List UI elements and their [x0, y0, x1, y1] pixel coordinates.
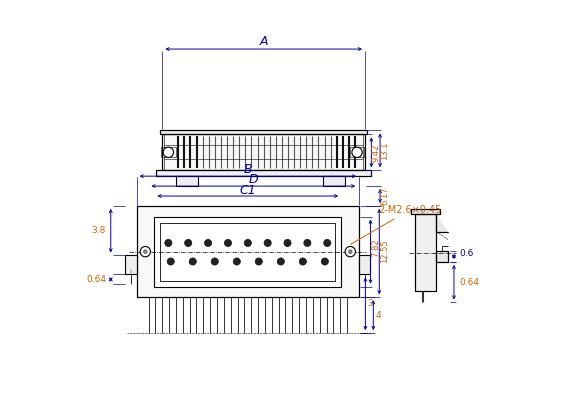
Text: 4: 4: [375, 311, 381, 320]
Circle shape: [165, 239, 172, 246]
Text: 3.8: 3.8: [92, 226, 106, 235]
Circle shape: [284, 239, 291, 246]
Bar: [156, 170, 371, 176]
Circle shape: [244, 239, 251, 246]
Bar: [160, 130, 367, 134]
Circle shape: [140, 246, 150, 257]
Bar: [176, 176, 198, 186]
Bar: [350, 147, 364, 157]
Circle shape: [143, 250, 147, 254]
Bar: [136, 206, 359, 297]
Circle shape: [352, 147, 362, 158]
Text: 7.82: 7.82: [371, 238, 380, 257]
Bar: [156, 170, 371, 176]
Circle shape: [189, 258, 196, 265]
Circle shape: [324, 239, 331, 246]
Bar: [437, 251, 448, 262]
Text: 0.64: 0.64: [459, 278, 480, 287]
Circle shape: [278, 258, 285, 265]
Bar: [359, 256, 370, 274]
Circle shape: [163, 147, 174, 158]
Bar: [412, 209, 440, 214]
Bar: [324, 176, 345, 186]
Text: C1: C1: [240, 184, 256, 197]
Circle shape: [205, 239, 212, 246]
Circle shape: [299, 258, 307, 265]
Bar: [160, 223, 335, 281]
Text: 13.1: 13.1: [380, 141, 389, 160]
Bar: [154, 217, 341, 286]
Circle shape: [185, 239, 192, 246]
Bar: [163, 134, 365, 170]
Text: D: D: [248, 173, 258, 186]
Bar: [160, 130, 367, 134]
Text: 3: 3: [367, 299, 373, 308]
Circle shape: [345, 246, 356, 257]
Circle shape: [349, 250, 352, 254]
Bar: [163, 134, 365, 170]
Circle shape: [224, 239, 231, 246]
Bar: [125, 256, 136, 274]
Circle shape: [304, 239, 311, 246]
Text: 12.55: 12.55: [380, 240, 389, 264]
Bar: [136, 206, 359, 297]
Text: 0.6: 0.6: [459, 249, 474, 258]
Circle shape: [167, 258, 174, 265]
Circle shape: [211, 258, 219, 265]
Bar: [437, 251, 448, 262]
Circle shape: [264, 239, 271, 246]
Text: 2-M2.6×0.45: 2-M2.6×0.45: [351, 205, 441, 244]
Bar: [415, 214, 437, 291]
Text: 0.64: 0.64: [86, 275, 106, 284]
Bar: [412, 209, 440, 214]
Text: B: B: [244, 162, 252, 176]
Circle shape: [233, 258, 240, 265]
Text: 9.42: 9.42: [371, 143, 381, 162]
Circle shape: [321, 258, 328, 265]
Text: 6.17: 6.17: [380, 187, 389, 205]
Text: A: A: [259, 35, 268, 48]
Polygon shape: [437, 214, 448, 232]
Circle shape: [255, 258, 262, 265]
Bar: [415, 214, 437, 291]
Bar: [161, 147, 175, 157]
